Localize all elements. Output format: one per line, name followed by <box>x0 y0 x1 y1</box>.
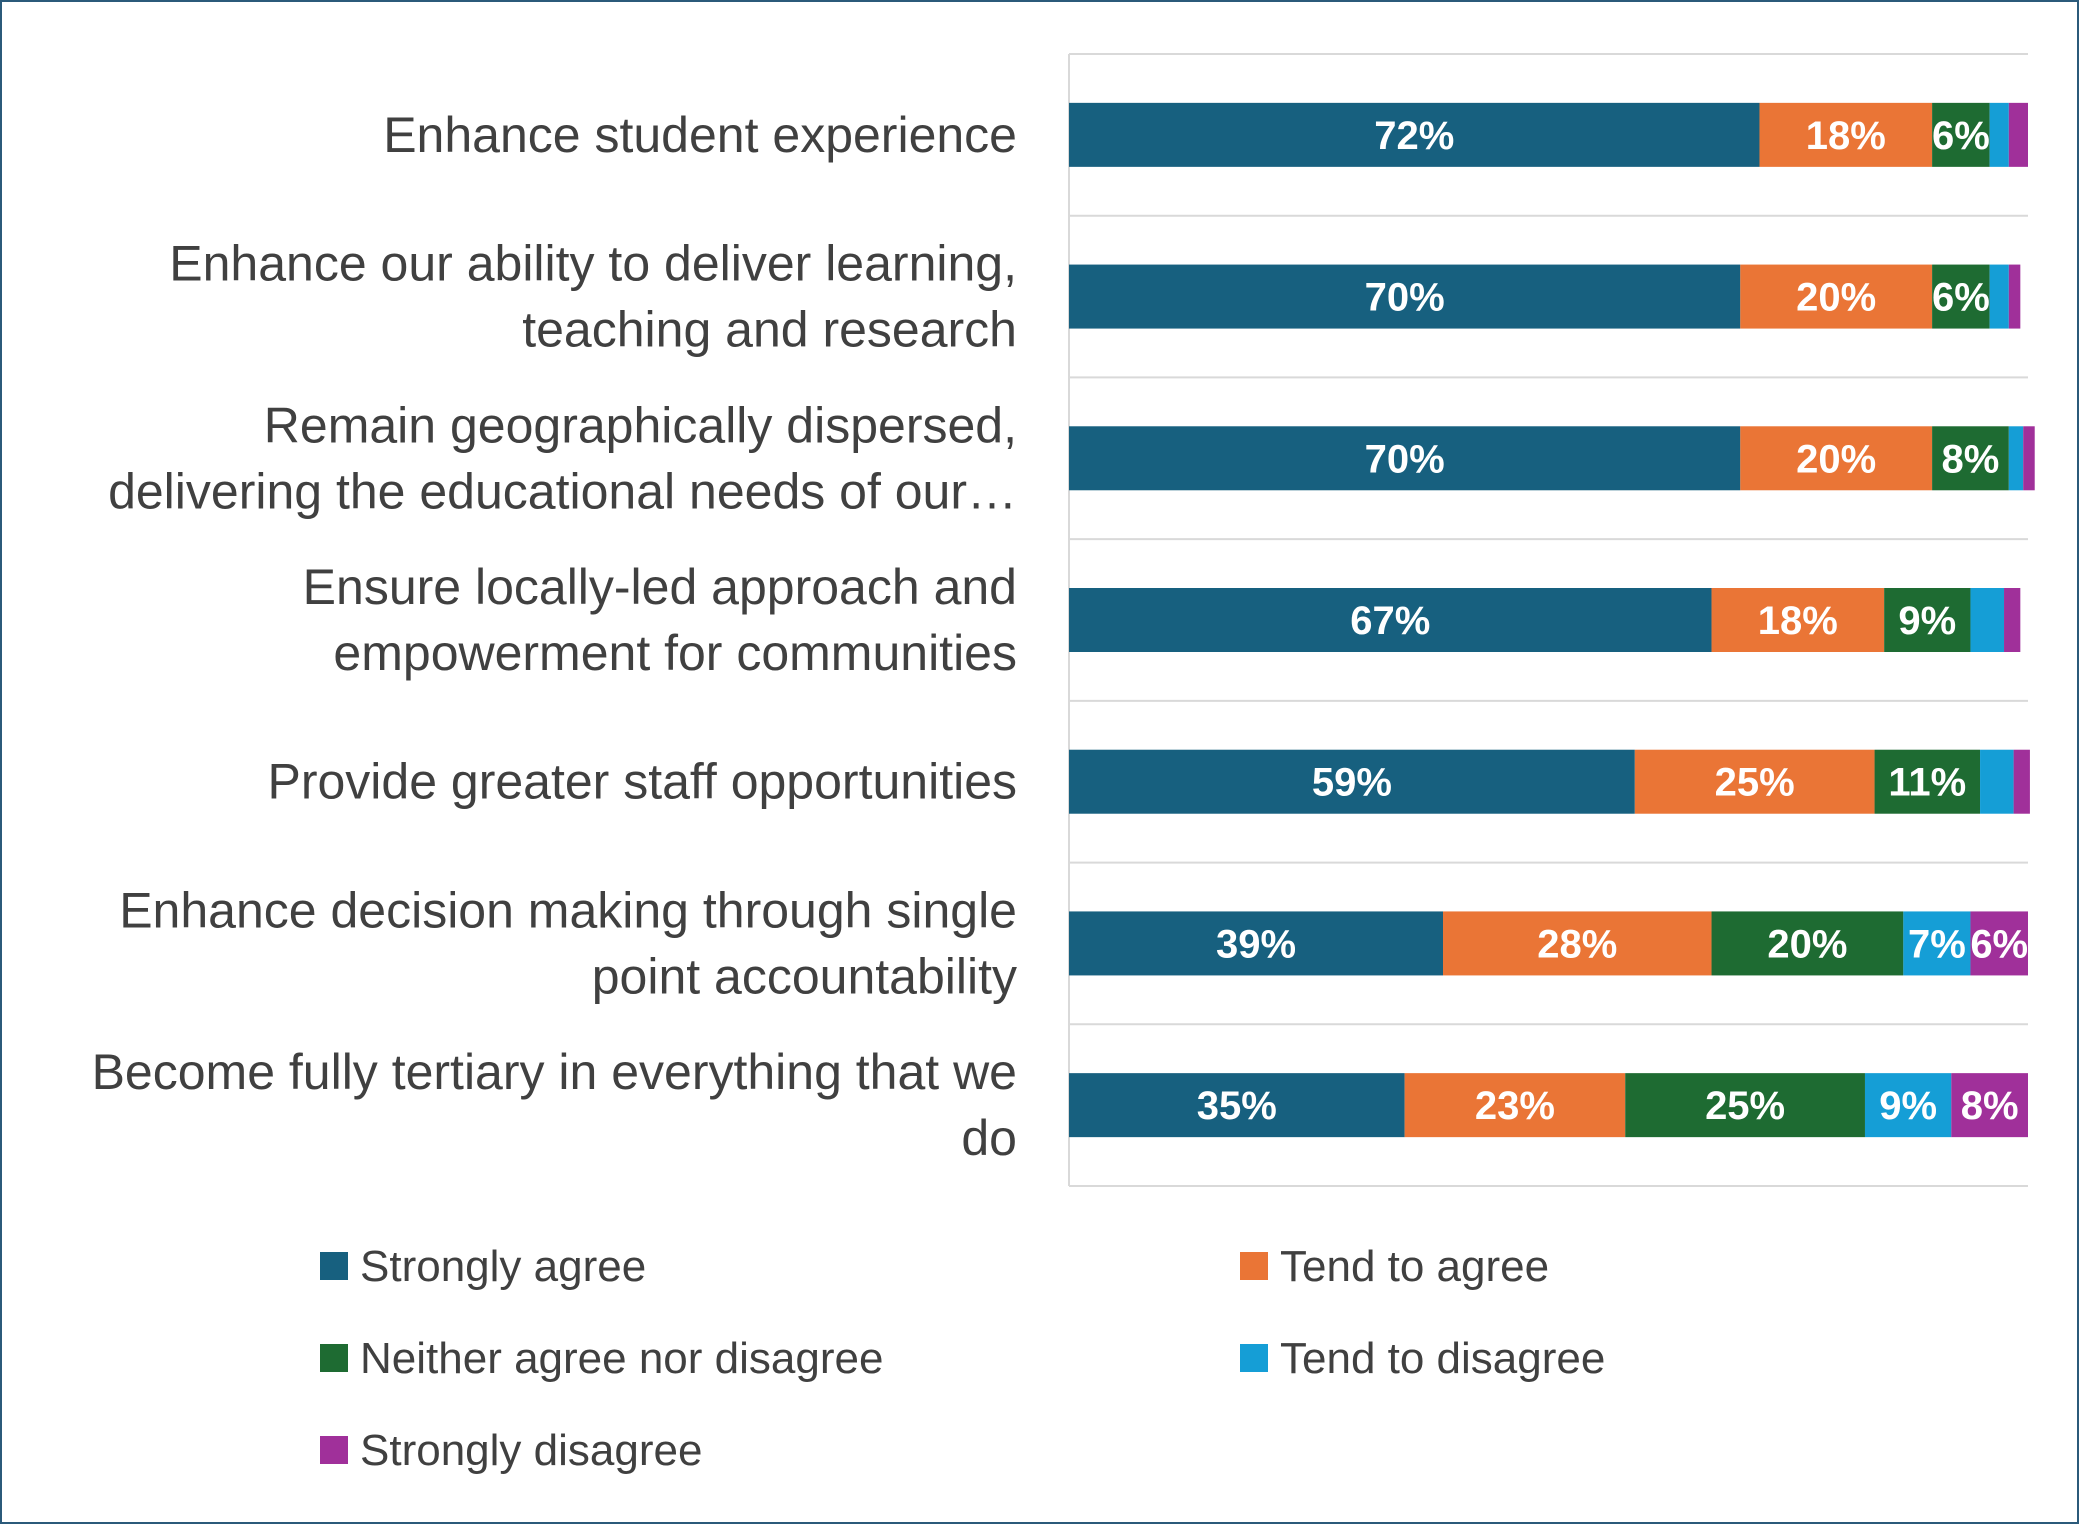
data-label: 8% <box>1942 437 2000 481</box>
category-label: empowerment for communities <box>333 625 1017 681</box>
category-label: Become fully tertiary in everything that… <box>92 1044 1017 1100</box>
data-label: 6% <box>1932 276 1990 320</box>
legend-label: Tend to agree <box>1280 1242 1549 1291</box>
data-label: 11% <box>1888 761 1966 805</box>
data-label: 70% <box>1365 276 1445 320</box>
data-label: 20% <box>1796 276 1876 320</box>
bar-segment <box>1069 102 1760 167</box>
data-label: 9% <box>1879 1084 1937 1128</box>
data-label: 70% <box>1365 437 1445 481</box>
bar-segment <box>1625 1073 1865 1138</box>
bar-segment <box>1404 1073 1626 1138</box>
legend-label: Strongly agree <box>360 1242 646 1291</box>
bar-segment <box>1932 426 2009 491</box>
legend-swatch <box>1240 1344 1268 1372</box>
data-label: 20% <box>1767 922 1847 966</box>
bar-segment <box>1634 749 1875 814</box>
category-label: Ensure locally-led approach and <box>303 559 1017 615</box>
gridlines <box>1069 53 2028 1187</box>
bar-segment <box>1884 588 1971 652</box>
data-label: 20% <box>1796 437 1876 481</box>
bar-segment <box>1759 102 1933 167</box>
bar-segment <box>2008 102 2028 167</box>
legend-label: Neither agree nor disagree <box>360 1334 883 1383</box>
bar-segment <box>1069 264 1741 329</box>
bar-segment <box>1740 264 1933 329</box>
bar-segment <box>1069 588 1712 652</box>
bar-segment <box>1864 1073 1952 1138</box>
category-label: Enhance our ability to deliver learning, <box>169 236 1017 292</box>
data-label: 25% <box>1715 761 1795 805</box>
value-labels: 72% 18% 6% 70% 20% 6% 70% 20% 8% 67% 18% 9% 59% 25% 11… <box>1197 114 2028 1128</box>
bar-segment <box>1989 264 2009 329</box>
data-label: 9% <box>1898 599 1956 643</box>
data-label: 23% <box>1475 1084 1555 1128</box>
category-label: Remain geographically dispersed, <box>264 397 1017 453</box>
bar-segment <box>2008 264 2021 329</box>
bar-segment <box>1951 1073 2028 1138</box>
category-label: Enhance decision making through single <box>119 882 1017 938</box>
bar-segment <box>2013 749 2030 814</box>
data-label: 35% <box>1197 1084 1277 1128</box>
bar-segment <box>1711 911 1904 976</box>
bar-segment <box>1711 588 1885 652</box>
bar-segment <box>1932 264 1990 329</box>
bar-segment <box>1980 749 2014 814</box>
bar-segment <box>1069 749 1635 814</box>
bar-segment <box>1989 102 2009 167</box>
legend-swatch <box>1240 1252 1268 1280</box>
category-label: Provide greater staff opportunities <box>267 754 1017 810</box>
legend-swatch <box>320 1344 348 1372</box>
data-label: 59% <box>1312 761 1392 805</box>
bar-segment <box>1740 426 1933 491</box>
bars <box>1069 102 2035 1138</box>
data-label: 25% <box>1705 1084 1785 1128</box>
legend-swatch <box>320 1436 348 1464</box>
bar-segment <box>1069 1073 1405 1138</box>
bar-segment <box>1069 426 1741 491</box>
bar-segment <box>1932 102 1990 167</box>
bar-segment <box>2023 426 2035 491</box>
data-label: 18% <box>1758 599 1838 643</box>
data-label: 6% <box>1932 114 1990 158</box>
bar-segment <box>1874 749 1981 814</box>
legend-swatch <box>320 1252 348 1280</box>
category-labels: Enhance student experience Enhance our ab… <box>92 107 1017 1166</box>
legend-label: Tend to disagree <box>1280 1334 1605 1383</box>
data-label: 72% <box>1374 114 1454 158</box>
data-label: 39% <box>1216 922 1296 966</box>
data-label: 6% <box>1970 922 2028 966</box>
data-label: 18% <box>1806 114 1886 158</box>
bar-segment <box>2008 426 2024 491</box>
bar-segment <box>1970 588 2005 652</box>
data-label: 67% <box>1350 599 1430 643</box>
bar-segment <box>1970 911 2028 976</box>
category-label: do <box>961 1110 1017 1166</box>
data-label: 7% <box>1908 922 1966 966</box>
data-label: 28% <box>1537 922 1617 966</box>
legend: Strongly agree Tend to agree Neither agree… <box>320 1242 1605 1475</box>
category-label: point accountability <box>592 948 1017 1004</box>
legend-label: Strongly disagree <box>360 1426 702 1475</box>
category-label: Enhance student experience <box>383 107 1017 163</box>
bar-segment <box>1443 911 1712 976</box>
data-label: 8% <box>1961 1084 2019 1128</box>
bar-segment <box>2004 588 2021 652</box>
category-label: teaching and research <box>522 302 1017 358</box>
bar-segment <box>1069 911 1444 976</box>
bar-segment <box>1903 911 1971 976</box>
category-label: delivering the educational needs of our… <box>108 463 1017 519</box>
